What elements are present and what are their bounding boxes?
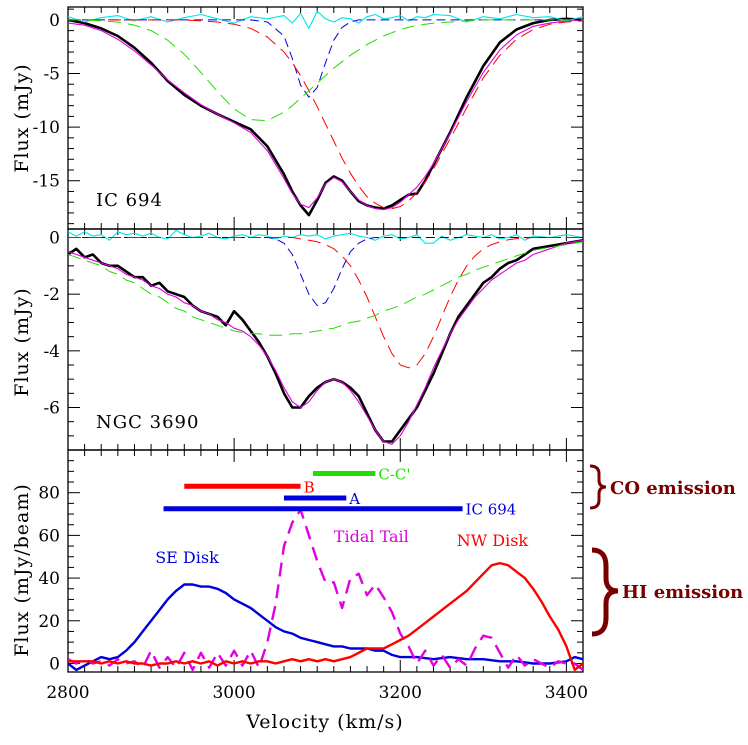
y-tick-label: 0 bbox=[49, 229, 60, 249]
co-brace bbox=[589, 464, 607, 510]
y-tick-label: -2 bbox=[43, 285, 60, 305]
x-tick-label: 3400 bbox=[545, 683, 588, 703]
observed-line bbox=[68, 17, 583, 217]
hi-emission-label: HI emission bbox=[622, 582, 743, 603]
x-tick-label: 3000 bbox=[212, 683, 255, 703]
plot-area bbox=[68, 10, 583, 217]
component-blue-line bbox=[68, 19, 583, 98]
x-axis-title: Velocity (km/s) bbox=[245, 711, 403, 733]
velocity-bar-label: C-C' bbox=[378, 465, 410, 483]
y-tick-label: -15 bbox=[33, 172, 60, 192]
component-red-line bbox=[68, 19, 583, 210]
nw-disk-line bbox=[68, 561, 583, 672]
component-blue-line bbox=[68, 237, 583, 306]
velocity-bar-label: A bbox=[348, 490, 360, 508]
y-tick-label: -4 bbox=[43, 342, 60, 362]
y-tick-label: 80 bbox=[38, 484, 60, 504]
y-tick-label: 60 bbox=[38, 526, 60, 546]
velocity-bar-label: B bbox=[304, 478, 315, 496]
y-axis-title-hi: Flux (mJy/beam) bbox=[11, 483, 33, 657]
co-emission-label: CO emission bbox=[610, 478, 736, 499]
component-red-line bbox=[68, 237, 583, 369]
series-label-tidal-tail: Tidal Tail bbox=[334, 527, 409, 546]
panel-frame bbox=[67, 449, 584, 673]
hi-panel: 0 20 40 60 80 2800 3000 3200 3400 B C-C' A IC 694 SE … bbox=[38, 449, 588, 703]
se-disk-line bbox=[68, 583, 583, 672]
plot-area bbox=[68, 508, 583, 672]
y-tick-label: 0 bbox=[49, 11, 60, 31]
panel-label-ngc3690: NGC 3690 bbox=[96, 412, 199, 433]
panel-label-ic694: IC 694 bbox=[96, 190, 163, 211]
y-tick-label: -10 bbox=[33, 118, 60, 138]
plot-area bbox=[68, 229, 583, 445]
tidal-tail-line bbox=[68, 508, 583, 672]
x-tick-label: 2800 bbox=[46, 683, 89, 703]
x-tick-label: 3200 bbox=[379, 683, 422, 703]
y-axis-title-ngc3690: Flux (mJy) bbox=[11, 287, 33, 396]
series-label-nw-disk: NW Disk bbox=[457, 531, 529, 550]
residual-line bbox=[68, 229, 583, 244]
ic694-panel: 0 -5 -10 -15 bbox=[33, 6, 584, 230]
component-green-line bbox=[68, 19, 583, 122]
y-tick-label: -5 bbox=[43, 64, 60, 84]
hi-emission-annotation: HI emission bbox=[591, 547, 743, 637]
y-tick-label: -6 bbox=[43, 399, 60, 419]
y-tick-label: 0 bbox=[49, 654, 60, 674]
velocity-bar-label: IC 694 bbox=[466, 501, 517, 519]
fit-line bbox=[68, 239, 583, 445]
y-tick-label: 40 bbox=[38, 569, 60, 589]
component-green-line bbox=[68, 241, 583, 336]
y-tick-label: 20 bbox=[38, 612, 60, 632]
hi-brace bbox=[591, 547, 619, 637]
fit-line bbox=[68, 19, 583, 211]
y-axis-title-ic694: Flux (mJy) bbox=[11, 63, 33, 172]
co-emission-annotation: CO emission bbox=[589, 464, 736, 510]
series-label-se-disk: SE Disk bbox=[155, 548, 219, 567]
